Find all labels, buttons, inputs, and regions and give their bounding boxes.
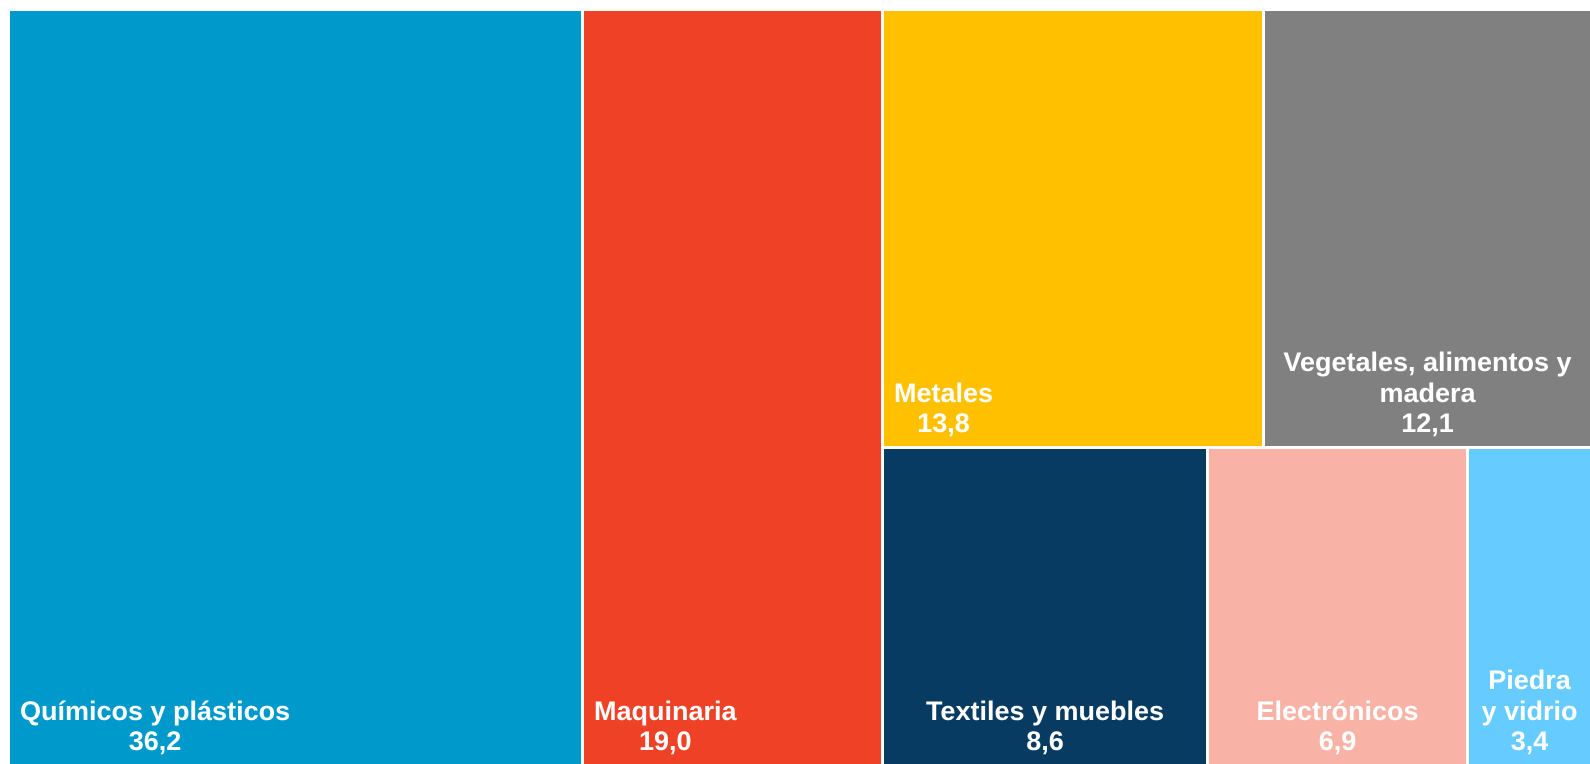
- category-value: 13,8: [917, 407, 970, 438]
- treemap-tile-metales: Metales 13,8: [884, 11, 1262, 446]
- category-value: 8,6: [1026, 725, 1064, 756]
- category-name: madera: [1379, 377, 1476, 408]
- category-name: Maquinaria: [594, 695, 737, 726]
- treemap-tile-vegetales-alimentos-y-madera: Vegetales, alimentos y madera 12,1: [1265, 11, 1590, 446]
- category-value: 3,4: [1510, 725, 1549, 756]
- treemap-tile-electronicos: Electrónicos 6,9: [1209, 449, 1466, 764]
- category-name: y vidrio: [1481, 695, 1578, 726]
- treemap-label: Metales 13,8: [894, 378, 993, 438]
- treemap-tile-quimicos-y-plasticos: Químicos y plásticos 36,2: [10, 11, 581, 764]
- treemap-label: Químicos y plásticos 36,2: [20, 696, 290, 756]
- category-value: 36,2: [128, 725, 182, 756]
- category-value: 6,9: [1318, 725, 1357, 756]
- treemap-label: Piedra y vidrio 3,4: [1469, 665, 1590, 756]
- treemap-label: Electrónicos 6,9: [1209, 696, 1466, 756]
- category-name: Vegetales, alimentos y: [1283, 347, 1572, 378]
- category-value: 12,1: [1401, 407, 1454, 438]
- category-name: Textiles y muebles: [925, 695, 1165, 726]
- category-name: Químicos y plásticos: [20, 695, 291, 726]
- category-value: 19,0: [638, 725, 692, 756]
- treemap-tile-piedra-y-vidrio: Piedra y vidrio 3,4: [1469, 449, 1590, 764]
- category-name: Piedra: [1488, 665, 1571, 696]
- treemap-label: Textiles y muebles 8,6: [884, 696, 1206, 756]
- category-name: Electrónicos: [1256, 695, 1419, 726]
- treemap-label: Vegetales, alimentos y madera 12,1: [1265, 347, 1590, 438]
- treemap-label: Maquinaria 19,0: [594, 696, 737, 756]
- category-name: Metales: [894, 377, 994, 408]
- treemap-tile-textiles-y-muebles: Textiles y muebles 8,6: [884, 449, 1206, 764]
- treemap-tile-maquinaria: Maquinaria 19,0: [584, 11, 881, 764]
